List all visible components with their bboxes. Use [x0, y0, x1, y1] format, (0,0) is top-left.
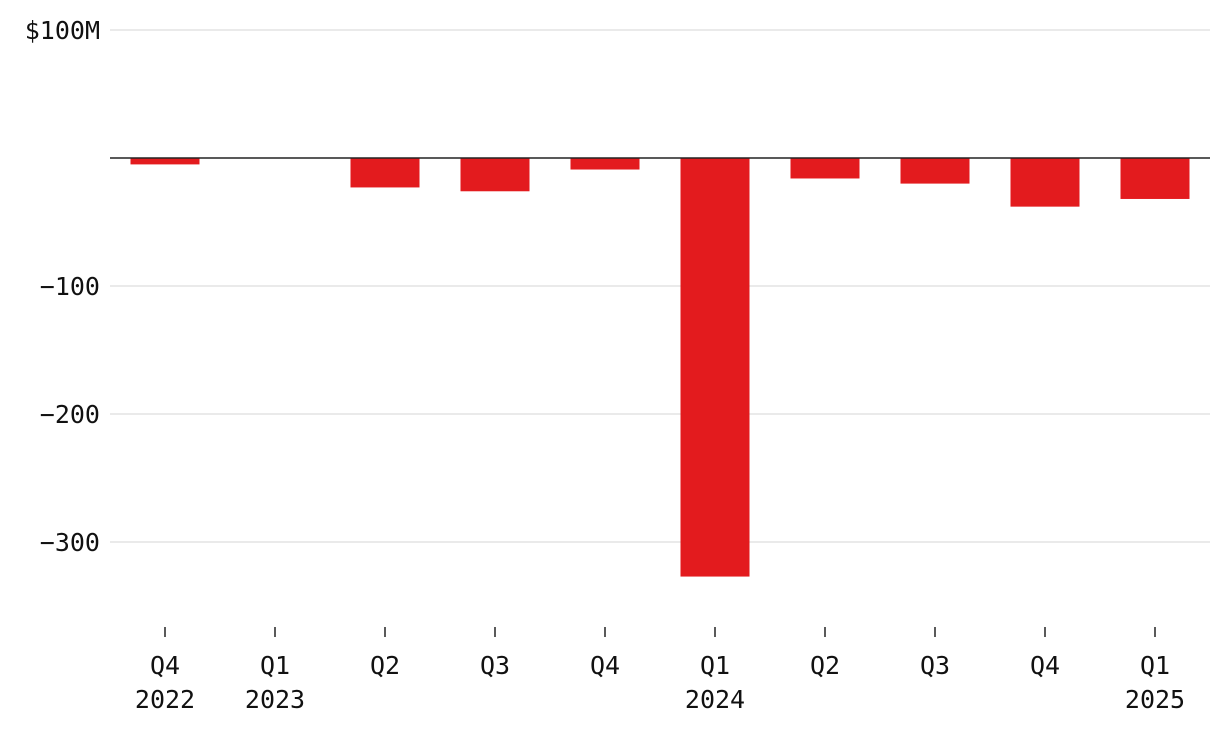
x-tick-year-label: 2025 [1125, 685, 1185, 714]
x-tick-quarter-label: Q2 [370, 651, 400, 680]
x-tick-quarter-label: Q4 [150, 651, 180, 680]
x-tick-quarter-label: Q1 [1140, 651, 1170, 680]
bar [1120, 158, 1190, 199]
gridlines [110, 29, 1210, 543]
x-tick-quarter-label: Q1 [700, 651, 730, 680]
x-tick-quarter-label: Q1 [260, 651, 290, 680]
x-tick-year-label: 2023 [245, 685, 305, 714]
x-tick-quarter-label: Q2 [810, 651, 840, 680]
bar [1010, 158, 1080, 207]
y-tick-label: −300 [40, 528, 100, 557]
bar [680, 158, 750, 577]
y-axis-labels: $100M −100 −200 −300 [25, 16, 100, 557]
bar [790, 158, 860, 179]
bar [900, 158, 970, 184]
x-tick-year-label: 2022 [135, 685, 195, 714]
x-tick-quarter-label: Q3 [920, 651, 950, 680]
y-tick-label: −200 [40, 400, 100, 429]
x-tick-year-label: 2024 [685, 685, 745, 714]
bar [460, 158, 530, 192]
x-tick-quarter-label: Q3 [480, 651, 510, 680]
y-tick-label: −100 [40, 272, 100, 301]
bar [350, 158, 420, 188]
x-tick-quarter-label: Q4 [1030, 651, 1060, 680]
bars [130, 158, 1190, 577]
bar [130, 158, 200, 165]
x-axis: Q4 2022 Q1 2023 Q2 Q3 Q4 Q1 2024 Q2 Q3 Q4 Q1 2025 [135, 627, 1185, 714]
x-tick-quarter-label: Q4 [590, 651, 620, 680]
y-tick-label: $100M [25, 16, 100, 45]
bar [570, 158, 640, 170]
